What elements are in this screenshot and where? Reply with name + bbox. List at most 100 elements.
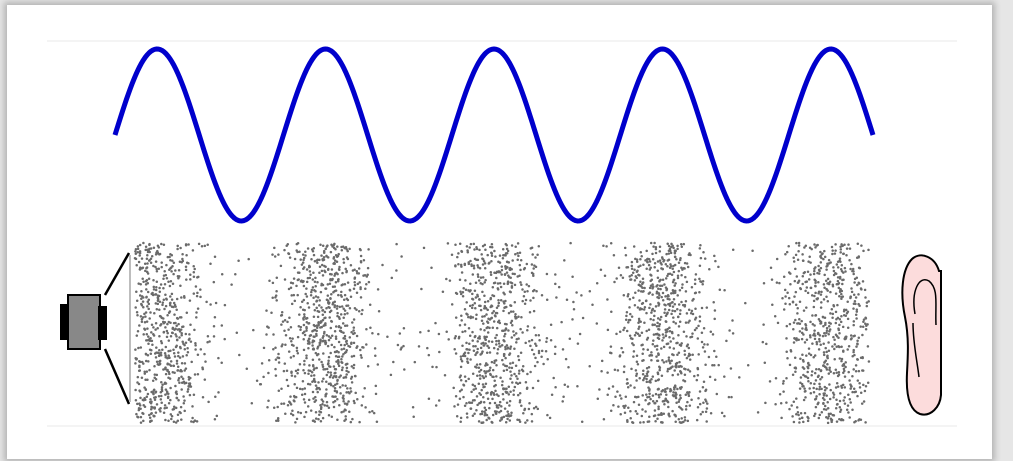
air-particle xyxy=(532,406,536,410)
air-particle xyxy=(684,393,688,397)
air-particle xyxy=(153,396,156,399)
air-particle xyxy=(147,298,151,301)
air-particle xyxy=(662,259,666,262)
air-particle xyxy=(699,413,703,416)
air-particle xyxy=(813,337,817,341)
air-particle xyxy=(338,305,342,309)
air-particle xyxy=(458,397,462,400)
air-particle xyxy=(462,395,465,399)
air-particle xyxy=(713,349,716,353)
air-particle xyxy=(354,391,357,395)
air-particle xyxy=(486,363,489,367)
air-particle xyxy=(625,378,629,381)
air-particle xyxy=(861,280,865,283)
air-particle xyxy=(463,307,467,311)
air-particle xyxy=(842,399,845,402)
air-particle xyxy=(166,395,170,398)
air-particle xyxy=(476,374,479,378)
air-particle xyxy=(825,287,828,291)
air-particle xyxy=(301,388,304,391)
air-particle xyxy=(453,336,457,340)
air-particle xyxy=(514,332,518,335)
air-particle xyxy=(629,312,632,316)
air-particle xyxy=(170,305,174,309)
air-particle xyxy=(331,277,334,281)
air-particle xyxy=(217,356,220,360)
air-particle xyxy=(824,279,828,283)
air-particle xyxy=(155,346,158,349)
air-particle xyxy=(657,324,661,328)
air-particle xyxy=(303,308,306,312)
air-particle xyxy=(196,372,200,376)
air-particle xyxy=(783,288,787,292)
air-particle xyxy=(839,248,843,251)
air-particle xyxy=(839,245,842,248)
air-particle xyxy=(504,328,508,331)
air-particle xyxy=(306,247,310,250)
air-particle xyxy=(792,341,796,344)
air-particle xyxy=(505,364,509,368)
air-particle xyxy=(195,316,198,319)
air-particle xyxy=(674,395,677,398)
air-particle xyxy=(534,256,537,259)
air-particle xyxy=(819,293,823,296)
air-particle xyxy=(656,317,660,320)
air-particle xyxy=(626,420,629,423)
air-particle xyxy=(804,396,807,399)
air-particle xyxy=(220,324,224,327)
air-particle xyxy=(487,416,490,420)
air-particle xyxy=(171,282,175,285)
air-particle xyxy=(333,345,336,349)
air-particle xyxy=(146,300,150,303)
air-particle xyxy=(386,335,389,339)
air-particle xyxy=(682,420,685,424)
air-particle xyxy=(313,259,317,263)
air-particle xyxy=(342,316,345,319)
air-particle xyxy=(843,375,847,378)
air-particle xyxy=(141,277,144,281)
air-particle xyxy=(852,350,855,354)
air-particle xyxy=(796,306,799,310)
air-particle xyxy=(624,254,628,257)
air-particle xyxy=(134,247,138,251)
air-particle xyxy=(794,370,797,373)
air-particle xyxy=(170,415,174,418)
air-particle xyxy=(805,354,808,357)
air-particle xyxy=(325,367,329,371)
air-particle xyxy=(357,267,361,270)
air-particle xyxy=(471,372,475,376)
air-particle xyxy=(861,325,865,328)
air-particle xyxy=(479,393,483,396)
air-particle xyxy=(325,404,329,408)
air-particle xyxy=(161,303,164,307)
air-particle xyxy=(344,384,347,387)
air-particle xyxy=(289,356,293,359)
air-particle xyxy=(403,368,406,371)
air-particle xyxy=(789,350,793,353)
air-particle xyxy=(731,319,734,322)
air-particle xyxy=(136,313,139,317)
air-particle xyxy=(675,257,678,261)
air-particle xyxy=(490,390,494,394)
air-particle xyxy=(684,321,688,324)
air-particle xyxy=(476,275,480,279)
air-particle xyxy=(312,329,315,332)
air-particle xyxy=(831,391,835,394)
air-particle xyxy=(645,299,648,302)
air-particle xyxy=(832,303,835,307)
air-particle xyxy=(476,340,479,343)
air-particle xyxy=(815,395,818,398)
air-particle xyxy=(160,388,164,391)
air-particle xyxy=(506,280,510,283)
air-particle xyxy=(467,262,471,266)
air-particle xyxy=(795,413,798,416)
air-particle xyxy=(474,307,477,310)
air-particle xyxy=(827,415,831,418)
air-particle xyxy=(694,316,698,320)
air-particle xyxy=(580,294,583,297)
air-particle xyxy=(478,335,481,338)
air-particle xyxy=(495,311,499,315)
air-particle xyxy=(144,248,147,252)
air-particle xyxy=(479,346,483,350)
air-particle xyxy=(815,244,819,247)
